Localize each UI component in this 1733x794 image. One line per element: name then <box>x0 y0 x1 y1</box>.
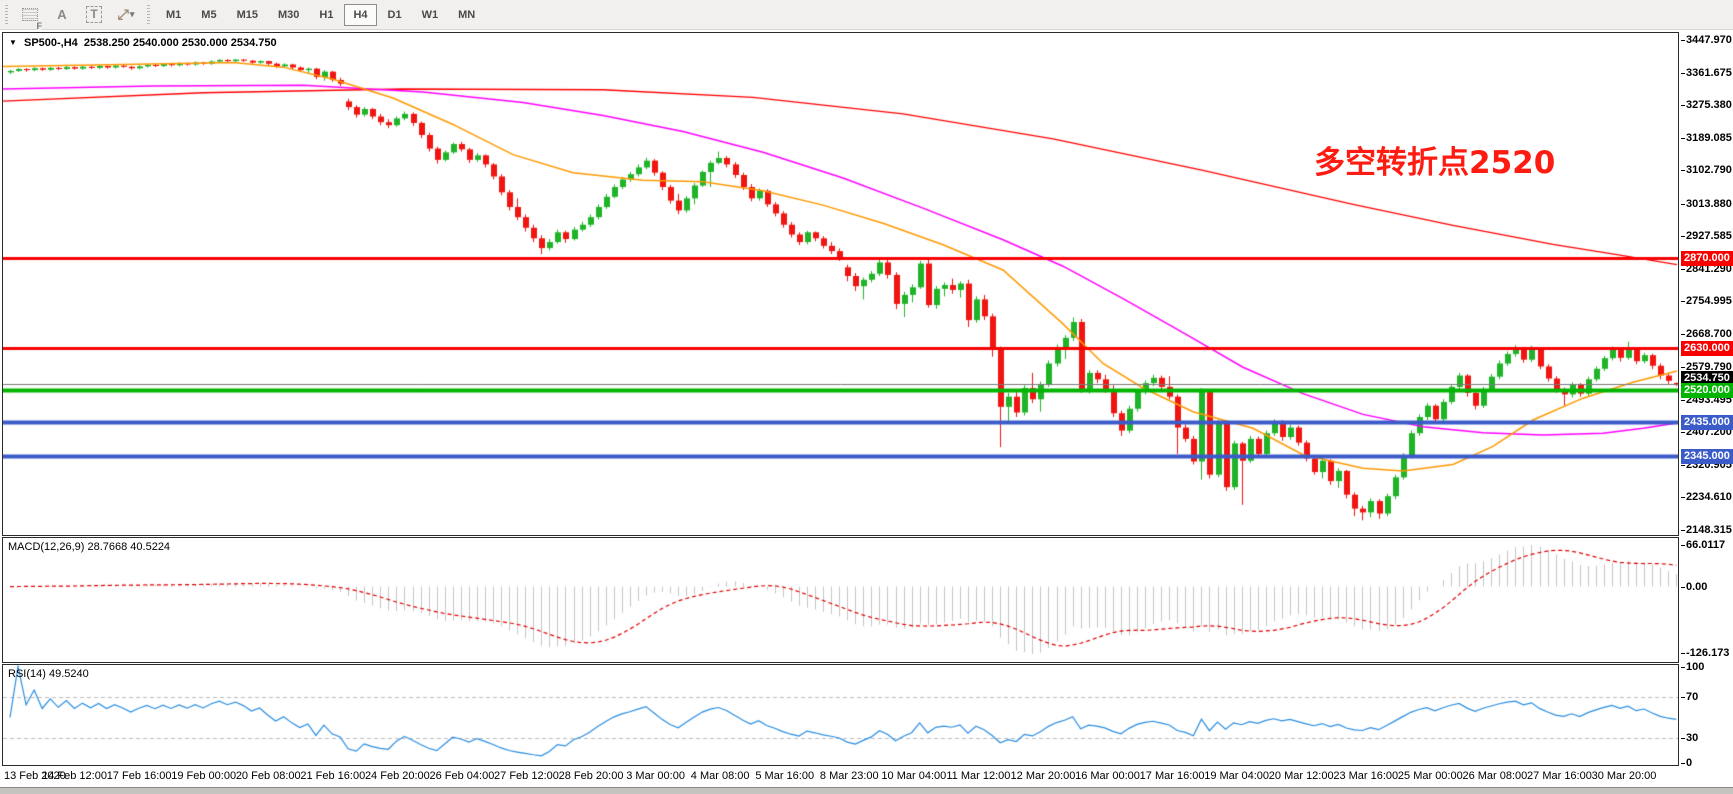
y-axis-tick-label: 2927.585 <box>1681 230 1732 243</box>
x-axis-label: 13 Feb 2020 <box>4 770 66 782</box>
level-badge-2435: 2435.000 <box>1681 414 1733 430</box>
arrows-tool-icon[interactable]: ⤢ ▾ <box>117 6 135 22</box>
x-axis-label: 14 Feb 12:00 <box>42 770 107 782</box>
current-price-badge: 2534.750 <box>1681 371 1733 387</box>
x-axis-label: 23 Mar 16:00 <box>1333 770 1399 782</box>
macd-canvas[interactable] <box>3 538 1678 662</box>
macd-pane: MACD(12,26,9) 28.7668 40.5224 <box>2 537 1679 663</box>
x-axis-label: 16 Mar 00:00 <box>1075 770 1140 782</box>
y-axis-tick-label: 2579.790 <box>1681 361 1732 374</box>
macd-label: MACD(12,26,9) 28.7668 40.5224 <box>8 541 171 553</box>
x-axis-label: 19 Feb 00:00 <box>171 770 237 782</box>
text-label-icon[interactable]: T <box>81 3 107 27</box>
level-badge-2630: 2630.000 <box>1681 341 1733 357</box>
timeframe-button-h4[interactable]: H4 <box>344 3 377 26</box>
level-badge-2870: 2870.000 <box>1681 250 1733 266</box>
x-axis-label: 5 Mar 16:00 <box>755 770 815 782</box>
ohlc-values: 2538.250 2540.000 2530.000 2534.750 <box>83 37 277 49</box>
chart-grid-icon[interactable]: F <box>17 3 43 30</box>
x-axis-label: 17 Mar 16:00 <box>1139 770 1205 782</box>
main-chart-pane: ▼ SP500-,H4 2538.250 2540.000 2530.000 2… <box>2 32 1679 536</box>
x-axis-label: 3 Mar 00:00 <box>626 770 685 782</box>
insert-text-icon[interactable]: A <box>57 7 67 22</box>
x-axis-label: 20 Feb 08:00 <box>235 770 301 782</box>
toolbar-drag-handle[interactable] <box>3 4 11 25</box>
level-badge-2345: 2345.000 <box>1681 448 1733 464</box>
y-axis-tick-label: 2234.610 <box>1681 491 1732 504</box>
y-axis-tick-label: 3275.380 <box>1681 99 1732 112</box>
symbol-period-label: SP500-,H4 <box>23 37 78 49</box>
rsi-pane: RSI(14) 49.5240 <box>2 664 1679 766</box>
x-axis-label: 17 Feb 16:00 <box>106 770 172 782</box>
x-axis-label: 21 Feb 16:00 <box>300 770 366 782</box>
timeframe-button-d1[interactable]: D1 <box>379 4 411 26</box>
y-axis-tick-label: 3102.790 <box>1681 164 1732 177</box>
x-axis-label: 4 Mar 08:00 <box>690 770 750 782</box>
x-axis-label: 8 Mar 23:00 <box>819 770 879 782</box>
x-axis-label: 26 Mar 08:00 <box>1462 770 1528 782</box>
timeframe-button-mn[interactable]: MN <box>449 4 484 26</box>
macd-axis-min: -126.173 <box>1680 647 1730 659</box>
y-axis-tick-label: 2148.315 <box>1681 524 1732 536</box>
x-axis-label: 20 Mar 12:00 <box>1268 770 1334 782</box>
timeframe-button-m1[interactable]: M1 <box>157 4 190 26</box>
rsi-axis-100: 100 <box>1680 660 1705 673</box>
level-badge-2520: 2520.000 <box>1681 382 1733 398</box>
y-axis-tick-label: 3189.085 <box>1681 131 1732 144</box>
macd-axis-max: 66.0117 <box>1680 539 1726 551</box>
timeframe-button-w1[interactable]: W1 <box>413 4 448 26</box>
chart-title[interactable]: ▼ SP500-,H4 2538.250 2540.000 2530.000 2… <box>9 37 277 49</box>
symbol-dropdown-icon[interactable]: ▼ <box>9 38 17 47</box>
x-axis-label: 11 Mar 12:00 <box>946 770 1011 782</box>
rsi-axis-70: 70 <box>1680 691 1699 704</box>
x-axis-label: 10 Mar 04:00 <box>881 770 947 782</box>
x-axis-label: 19 Mar 04:00 <box>1204 770 1270 782</box>
y-axis-tick-label: 3361.675 <box>1681 66 1732 79</box>
timeframe-button-h1[interactable]: H1 <box>310 4 342 26</box>
x-axis-label: 26 Feb 04:00 <box>429 770 495 782</box>
y-axis-tick-label: 2754.995 <box>1681 295 1732 308</box>
y-axis-tick-label: 3013.880 <box>1681 197 1732 210</box>
timeframe-button-m30[interactable]: M30 <box>269 4 308 26</box>
dropdown-caret-icon: ▾ <box>129 9 135 19</box>
rsi-label: RSI(14) 49.5240 <box>8 668 89 680</box>
toolbar: F A T ⤢ ▾ M1 M5 M15 M30 H1 H4 D1 W1 MN <box>0 0 1733 30</box>
x-axis-label: 27 Feb 12:00 <box>494 770 559 782</box>
x-axis-label: 28 Feb 20:00 <box>558 770 624 782</box>
toolbar-separator <box>145 4 153 25</box>
window-bottom-bar <box>0 787 1733 794</box>
main-chart-canvas[interactable] <box>3 33 1678 535</box>
time-axis[interactable]: 13 Feb 2020 14 Feb 12:00 17 Feb 16:00 19 Fe… <box>0 766 1733 787</box>
x-axis-label: 24 Feb 20:00 <box>364 770 430 782</box>
y-axis-tick-label: 2668.700 <box>1681 327 1732 340</box>
x-axis-label: 12 Mar 20:00 <box>1010 770 1076 782</box>
x-axis-label: 25 Mar 00:00 <box>1397 770 1463 782</box>
macd-axis-zero: 0.00 <box>1680 580 1708 593</box>
rsi-axis-0: 0 <box>1680 756 1693 769</box>
x-axis-label: 27 Mar 16:00 <box>1527 770 1592 782</box>
timeframe-button-m5[interactable]: M5 <box>192 4 225 26</box>
price-axis[interactable]: 2870.000 2630.000 2534.750 2520.000 2435… <box>1680 30 1733 788</box>
y-axis-tick-label: 3447.970 <box>1681 34 1732 46</box>
rsi-canvas[interactable] <box>3 665 1678 765</box>
timeframe-button-m15[interactable]: M15 <box>228 4 267 26</box>
rsi-axis-30: 30 <box>1680 731 1699 744</box>
x-axis-label: 30 Mar 20:00 <box>1591 770 1657 782</box>
chart-annotation-text: 多空转折点2520 <box>1314 145 1556 181</box>
